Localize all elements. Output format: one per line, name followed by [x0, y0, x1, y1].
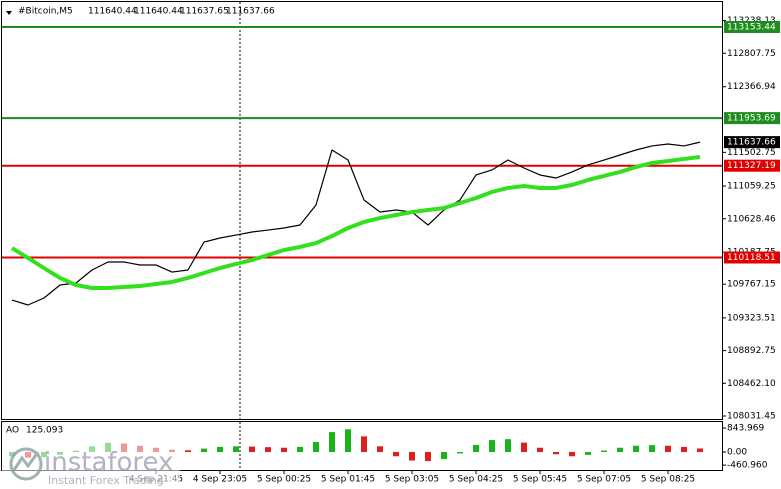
level-label: 113153.44: [727, 22, 776, 32]
y-tick-label: 110628.46: [727, 214, 776, 224]
ao-bar: [217, 446, 223, 452]
ao-bar: [681, 446, 687, 452]
logo-icon: [9, 447, 43, 481]
ao-bar: [409, 452, 415, 461]
ao-bar: [489, 440, 495, 452]
ao-bar: [697, 448, 703, 452]
ao-bar: [377, 446, 383, 452]
x-tick-label: 5 Sep 08:25: [641, 475, 695, 485]
y-tick-label: 108031.45: [727, 412, 776, 422]
ao-bar: [521, 442, 527, 452]
level-label: 110118.51: [727, 253, 776, 263]
level-label-box: [724, 112, 780, 125]
ao-bar: [265, 447, 271, 452]
header-value: 111640.44: [88, 7, 137, 17]
ao-frame: [1, 421, 723, 471]
x-tick-label: 5 Sep 03:05: [385, 475, 439, 485]
ao-bar: [665, 445, 671, 452]
y-tick-label: 109767.15: [727, 280, 776, 290]
header-value: 111637.65: [180, 7, 229, 17]
y-tick-label: 843.969: [727, 424, 764, 434]
ao-bar: [185, 450, 191, 452]
main-frame: [1, 1, 723, 420]
level-label: 111327.19: [727, 161, 776, 171]
ao-bar: [361, 436, 367, 452]
plot: 113238.13112807.75112366.94111502.751110…: [2, 16, 780, 485]
ao-bar: [553, 452, 559, 455]
ao-bar: [585, 452, 591, 455]
x-tick-label: 5 Sep 01:45: [321, 475, 375, 485]
x-tick-label: 4 Sep 23:05: [193, 475, 247, 485]
ao-bar: [297, 446, 303, 452]
x-tick-label: 5 Sep 07:05: [577, 475, 631, 485]
ao-bar: [617, 447, 623, 452]
y-tick-label: 112366.94: [727, 82, 776, 92]
header-value: 111637.66: [226, 7, 275, 17]
moving-average: [10, 154, 701, 290]
logo-tagline: Instant Forex Trading: [48, 474, 164, 487]
x-tick-label: 5 Sep 00:25: [257, 475, 311, 485]
ao-bar: [201, 448, 207, 452]
ao-bar: [313, 442, 319, 452]
ao-bar: [473, 444, 479, 452]
ao-bar: [601, 450, 607, 452]
current-price-label: 111637.66: [727, 138, 776, 148]
ao-bar: [329, 432, 335, 452]
level-label: 111953.69: [727, 114, 776, 124]
y-tick-label: 112807.75: [727, 49, 776, 59]
current-price-box: [724, 136, 780, 149]
ao-bar: [633, 445, 639, 452]
y-tick-label: -460.960: [727, 461, 768, 471]
level-label-box: [724, 20, 780, 33]
x-tick-label: 5 Sep 04:25: [449, 475, 503, 485]
ao-bar: [249, 446, 255, 452]
y-tick-label: 109323.51: [727, 313, 776, 323]
y-tick-label: 111059.25: [727, 182, 776, 192]
y-tick-label: 108892.75: [727, 346, 776, 356]
ao-title: AO: [6, 426, 19, 436]
price-line: [11, 141, 701, 306]
y-tick-label: 0.00: [727, 448, 747, 458]
y-tick-label: 108462.10: [727, 379, 776, 389]
header-value: 111640.44: [134, 7, 183, 17]
chart-title: #Bitcoin,M5: [18, 7, 73, 17]
logo: instaforex Instant Forex Trading: [2, 442, 180, 488]
ao-bar: [457, 452, 463, 454]
y-tick-label: 111502.75: [727, 148, 776, 158]
ao-bar: [233, 446, 239, 452]
menu-arrow: [6, 11, 12, 15]
ao-bar: [537, 447, 543, 452]
ao-value: 125.093: [26, 426, 63, 436]
level-label-box: [724, 159, 780, 172]
ao-bar: [345, 429, 351, 452]
ao-bar: [441, 452, 447, 460]
ao-bar: [649, 445, 655, 452]
ao-bar: [425, 452, 431, 462]
ao-bar: [505, 439, 511, 452]
logo-icon: [12, 451, 40, 471]
ao-bar: [281, 447, 287, 452]
ao-bar: [569, 452, 575, 457]
x-tick-label: 5 Sep 05:45: [513, 475, 567, 485]
logo-brand: instaforex: [44, 448, 173, 478]
ao-bar: [393, 452, 399, 457]
level-label-box: [724, 251, 780, 264]
